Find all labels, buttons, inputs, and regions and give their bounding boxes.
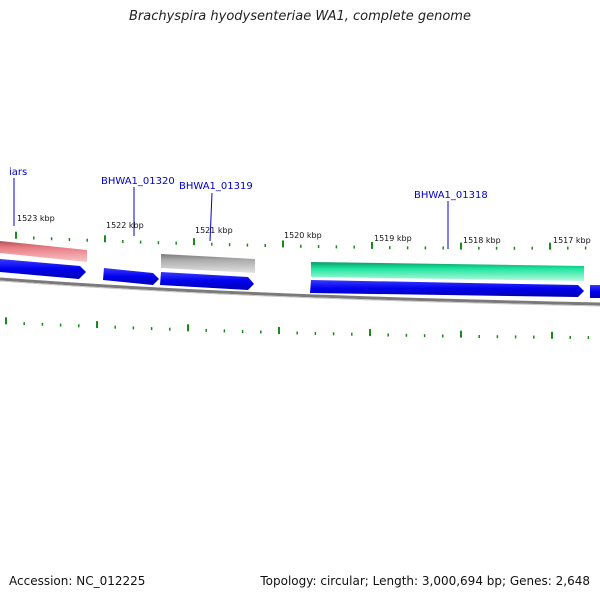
upper-scale-ticks [15, 231, 587, 250]
tick-label-1523: 1523 kbp [17, 214, 55, 223]
gene-label-bhwa1-01318[interactable]: BHWA1_01318 [414, 190, 488, 201]
cds-arrow-partial[interactable] [590, 285, 600, 298]
cds-arrow-iars[interactable] [0, 259, 86, 279]
tick-label-1518: 1518 kbp [463, 236, 501, 245]
tick-label-1522: 1522 kbp [106, 221, 144, 230]
accession-text: Accession: NC_012225 [9, 574, 146, 588]
cds-arrow-bhwa1-01318[interactable] [310, 280, 584, 297]
lower-scale-ticks [5, 317, 590, 340]
tick-label-1521: 1521 kbp [195, 226, 233, 235]
gene-label-bhwa1-01319[interactable]: BHWA1_01319 [179, 181, 253, 192]
tick-label-1517: 1517 kbp [553, 236, 591, 245]
tick-label-1519: 1519 kbp [374, 234, 412, 243]
feature-bhwa1-01319-gray[interactable] [161, 254, 255, 273]
gene-label-iars[interactable]: iars [9, 167, 27, 178]
map-title: Brachyspira hyodysenteriae WA1, complete… [129, 9, 471, 24]
genome-summary-text: Topology: circular; Length: 3,000,694 bp… [260, 574, 590, 588]
genome-backbone [0, 277, 600, 306]
tick-label-1520: 1520 kbp [284, 231, 322, 240]
cds-arrow-bhwa1-01320[interactable] [103, 268, 159, 285]
feature-iars-pink[interactable] [0, 241, 87, 262]
gene-label-bhwa1-01320[interactable]: BHWA1_01320 [101, 176, 175, 187]
feature-bhwa1-01318-green[interactable] [311, 262, 584, 281]
cds-arrow-bhwa1-01319[interactable] [160, 272, 254, 290]
